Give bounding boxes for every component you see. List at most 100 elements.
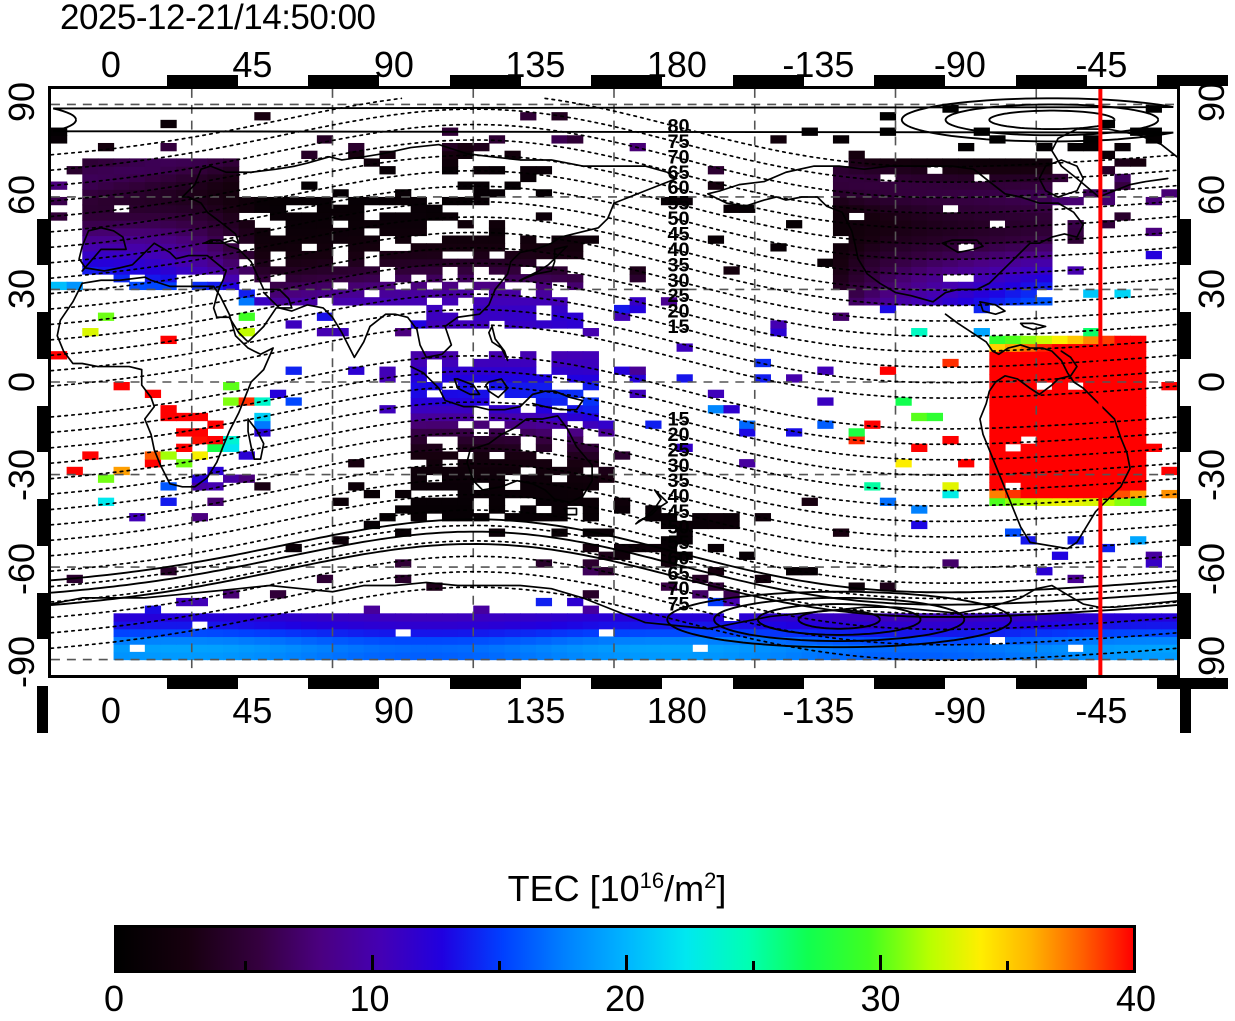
tec-cell <box>1067 412 1084 422</box>
tec-cell <box>598 621 615 630</box>
tec-cell <box>567 459 584 468</box>
tec-cell <box>1083 351 1100 360</box>
tec-cell <box>551 482 568 491</box>
tec-cell <box>911 628 928 638</box>
tec-cell <box>395 489 412 499</box>
tec-cell <box>723 621 740 630</box>
tec-cell <box>1083 335 1100 345</box>
tec-cell <box>1020 204 1037 213</box>
tec-cell <box>817 258 834 267</box>
tec-cell <box>191 597 208 607</box>
tec-cell <box>426 258 443 267</box>
tec-cell <box>989 181 1006 190</box>
tec-cell <box>535 466 553 476</box>
tec-cell <box>285 266 302 275</box>
tec-cell <box>989 158 1006 167</box>
tec-cell <box>754 513 771 522</box>
tec-cell <box>926 196 944 206</box>
tec-cell <box>316 204 334 213</box>
tec-cell <box>895 397 912 406</box>
tec-cell <box>582 374 599 383</box>
tec-cell <box>363 520 381 530</box>
tec-cell <box>316 621 334 630</box>
tec-cell <box>551 636 568 645</box>
tec-cell <box>879 304 897 314</box>
tec-cell <box>473 459 490 468</box>
tec-cell <box>97 250 115 260</box>
mlat-contour-solid <box>51 543 1177 618</box>
tec-cell <box>551 304 568 314</box>
tec-cell <box>191 474 208 483</box>
tec-cell <box>911 227 928 237</box>
tec-cell <box>269 636 287 645</box>
tec-cell <box>864 258 881 267</box>
tec-cell <box>911 189 928 198</box>
tec-cell <box>410 382 427 391</box>
mlat-contour <box>51 555 1177 631</box>
tec-cell <box>817 651 834 661</box>
tec-cell <box>535 459 553 468</box>
tec-cell <box>895 243 912 252</box>
tec-cell <box>488 266 506 275</box>
tec-cell <box>473 513 490 522</box>
tec-cell <box>958 459 975 468</box>
tec-cell <box>379 628 396 638</box>
tec-cell <box>707 621 725 630</box>
tec-cell <box>113 227 130 237</box>
tec-cell <box>441 412 459 422</box>
polar-contour-south <box>756 603 922 636</box>
tec-cell <box>191 235 208 244</box>
tec-cell <box>426 312 443 321</box>
tec-cell <box>191 613 208 622</box>
mlat-contour-label: 20 <box>667 424 689 446</box>
tec-cell <box>332 613 349 622</box>
tec-cell <box>113 651 130 661</box>
tec-cell <box>1020 335 1037 345</box>
tec-cell <box>488 351 506 360</box>
tec-cell <box>1036 613 1053 622</box>
tec-cell <box>676 551 693 560</box>
tec-cell <box>879 636 897 645</box>
tec-cell <box>285 628 302 638</box>
tec-cell <box>535 289 553 298</box>
tec-cell <box>864 204 881 213</box>
mlat-contour <box>51 139 1177 214</box>
tec-cell <box>879 235 897 244</box>
tec-cell <box>848 196 865 206</box>
tec-cell <box>598 644 615 653</box>
coastline <box>56 276 274 488</box>
tec-cell <box>1083 289 1100 298</box>
tec-cell <box>191 158 208 167</box>
tec-cell <box>1051 621 1069 630</box>
coastline <box>1051 128 1177 198</box>
tec-cell <box>504 451 521 460</box>
tec-cell <box>973 196 990 206</box>
mlat-contour-label: 65 <box>667 162 689 184</box>
tec-cell <box>238 628 255 638</box>
tec-cell <box>1130 412 1147 422</box>
tec-cell <box>301 636 318 645</box>
map-container[interactable]: 80 75 70 65 60 55 50 45 40 35 30 25 20 15 15 20 25 30 35 40… <box>37 75 1228 733</box>
tec-cell <box>801 613 818 622</box>
tec-cell <box>1020 250 1037 260</box>
tec-cell <box>113 274 130 283</box>
tec-cell <box>567 235 584 244</box>
tec-cell <box>129 621 146 630</box>
tec-cell <box>332 644 349 653</box>
tec-cell <box>1004 621 1022 630</box>
tec-cell <box>1083 651 1100 661</box>
tec-cell <box>1036 489 1053 499</box>
tec-cell <box>1036 274 1053 283</box>
tec-cell <box>973 204 990 213</box>
tec-cell <box>488 459 506 468</box>
tec-cell <box>879 366 897 375</box>
tec-cell <box>1130 397 1147 406</box>
tec-cell <box>207 628 224 638</box>
colorbar-tick <box>752 961 755 973</box>
tec-cell <box>895 227 912 237</box>
tec-cell <box>895 166 912 175</box>
mlat-contour <box>51 324 1177 399</box>
tec-cell <box>129 173 146 183</box>
tec-cell <box>1098 366 1116 375</box>
tec-cell <box>567 443 584 452</box>
